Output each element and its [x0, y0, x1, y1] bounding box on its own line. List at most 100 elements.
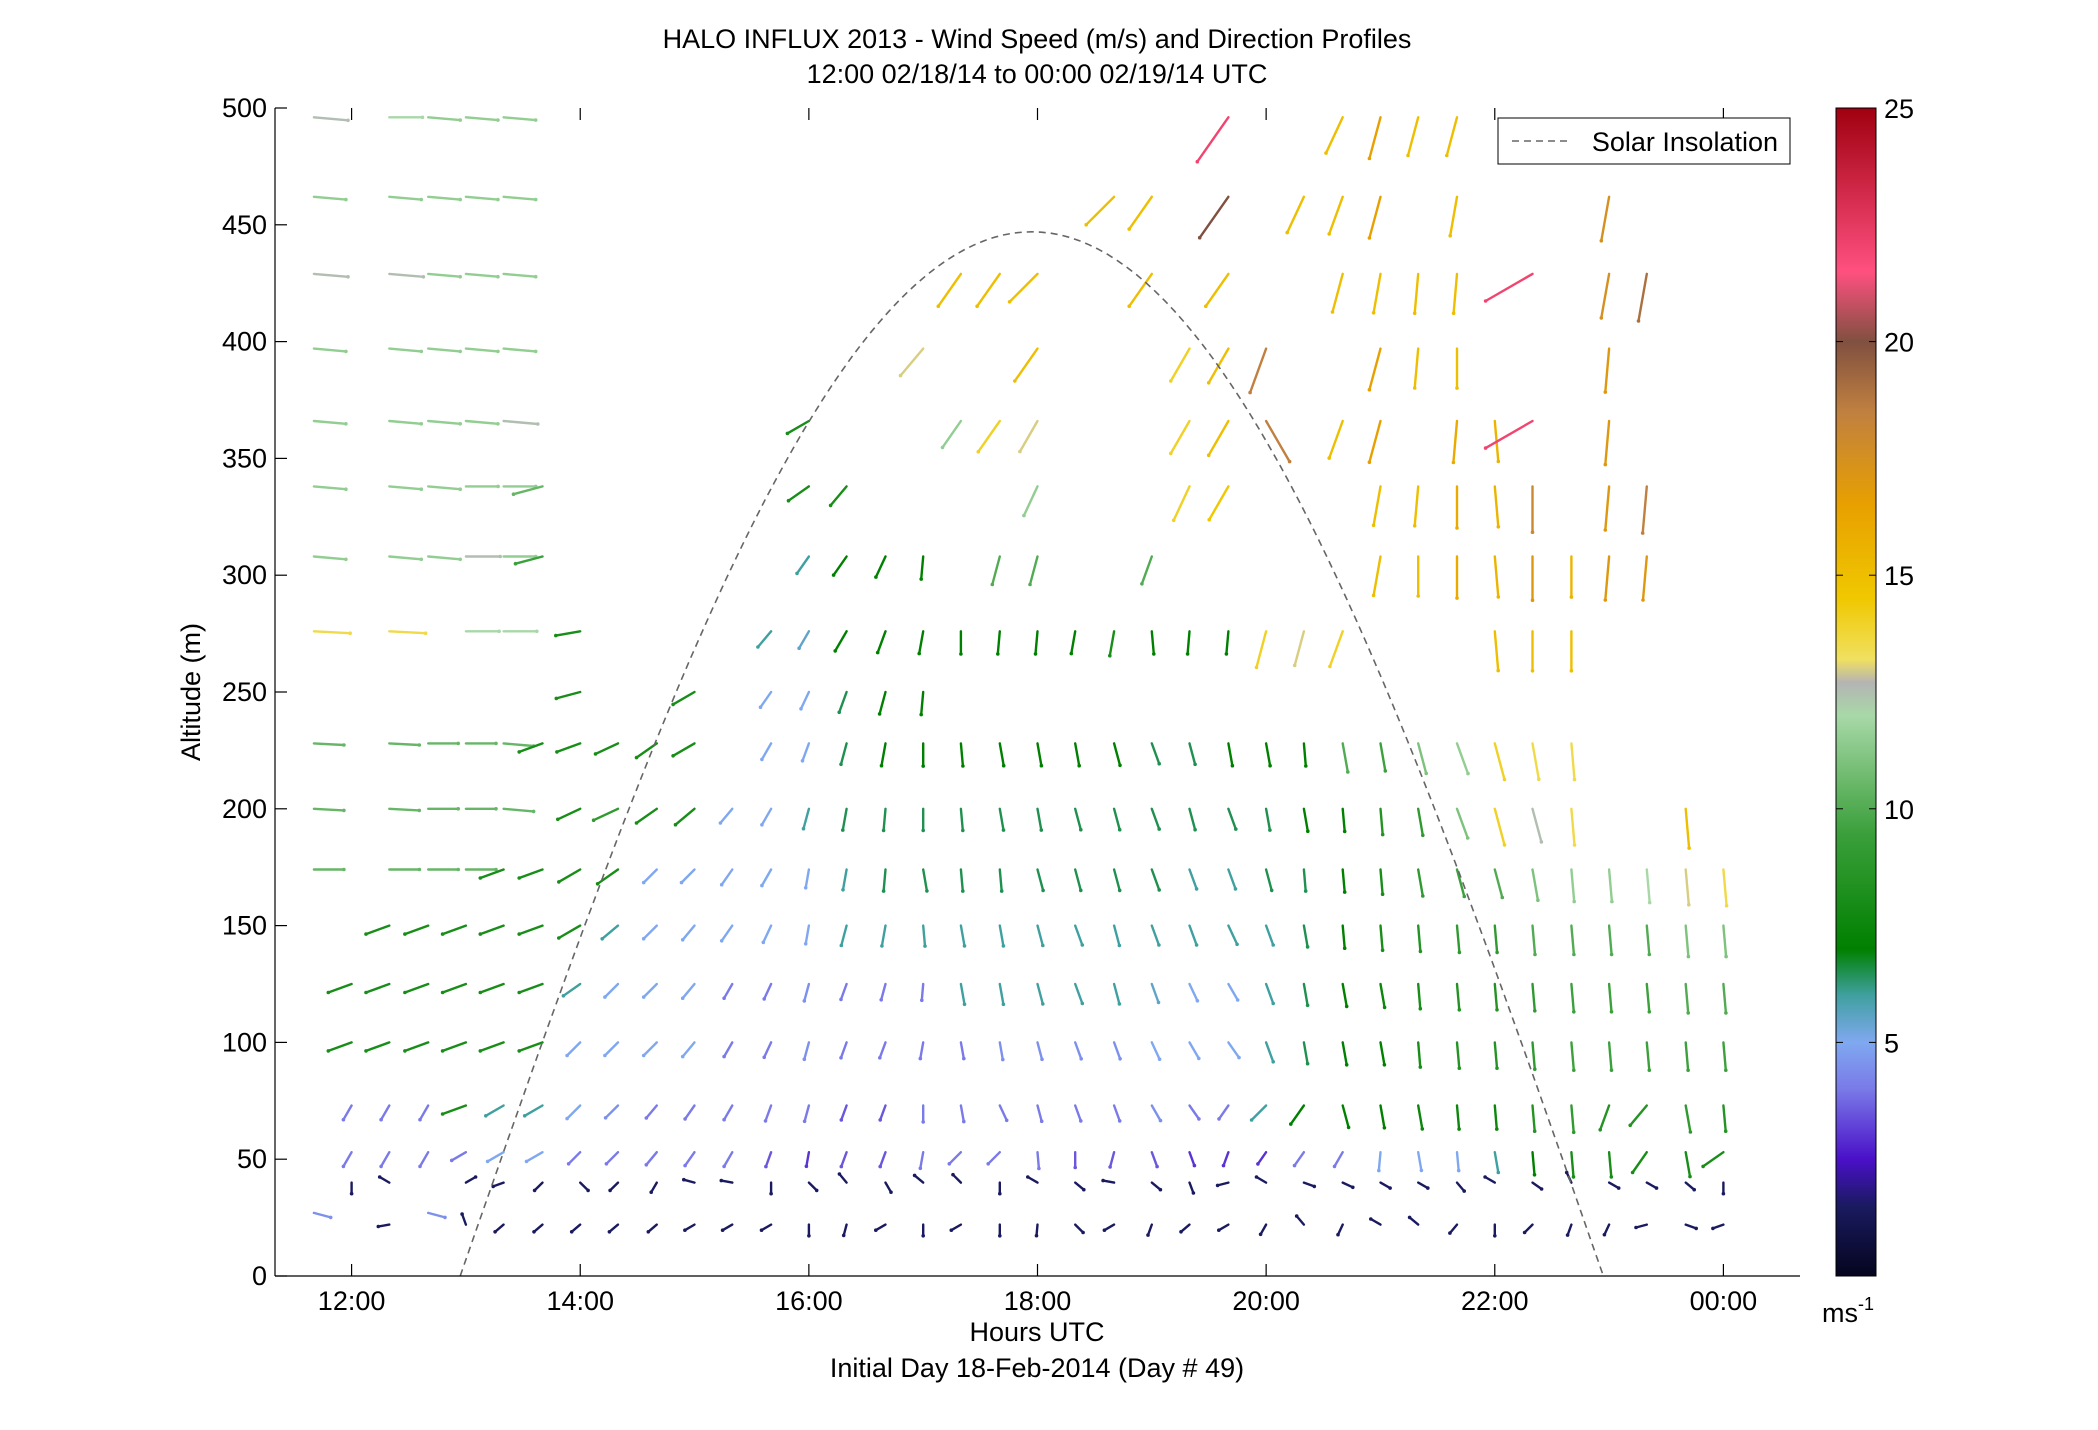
- wind-barb: [492, 1181, 505, 1188]
- wind-barb-tip: [1179, 1230, 1183, 1234]
- wind-barb-tip: [680, 996, 685, 1000]
- wind-barb: [839, 982, 848, 1001]
- wind-barb: [1225, 630, 1230, 656]
- wind-barb-tip: [496, 197, 500, 202]
- wind-barb-tip: [800, 759, 805, 763]
- wind-barb: [722, 982, 734, 1000]
- wind-barb: [479, 868, 505, 880]
- wind-barb: [913, 1174, 925, 1184]
- wind-barb: [1188, 982, 1199, 1002]
- wind-barb: [1455, 924, 1461, 954]
- wind-barb-tip: [1342, 946, 1347, 950]
- wind-barb-tip: [1688, 1174, 1692, 1179]
- wind-barb: [803, 1041, 811, 1061]
- wind-barb-tip: [1603, 598, 1608, 602]
- wind-barb-tip: [364, 1049, 368, 1053]
- wind-barb-tip: [604, 1162, 609, 1166]
- wind-barb-tip: [1380, 948, 1385, 953]
- wind-barb-tip: [1457, 1066, 1462, 1070]
- wind-barb-tip: [440, 932, 445, 936]
- wind-barb: [1379, 1181, 1392, 1190]
- wind-barb-tip: [1462, 894, 1467, 899]
- wind-barb-tip: [1217, 1228, 1221, 1232]
- wind-barb: [1455, 742, 1470, 775]
- wind-barb-tip: [878, 1164, 882, 1169]
- wind-barb: [674, 807, 696, 826]
- wind-barb: [683, 1104, 696, 1121]
- x-axis-label-day: Initial Day 18-Feb-2014 (Day # 49): [830, 1353, 1244, 1383]
- wind-barb: [996, 630, 1001, 656]
- wind-barb-tip: [1028, 582, 1032, 587]
- wind-barb-tip: [918, 1166, 923, 1171]
- wind-barb-tip: [1609, 952, 1614, 957]
- wind-barb: [1416, 1041, 1422, 1069]
- wind-barb-tip: [1108, 653, 1112, 658]
- wind-barb: [1570, 982, 1576, 1013]
- wind-barb: [787, 485, 811, 502]
- wind-barb: [1531, 742, 1541, 781]
- wind-barb-tip: [1686, 954, 1691, 959]
- wind-barb: [364, 924, 391, 936]
- wind-barb-tip: [1530, 598, 1535, 602]
- wind-barb-tip: [1483, 299, 1488, 303]
- wind-barb: [556, 807, 582, 821]
- legend-label-solar: Solar Insolation: [1592, 127, 1778, 157]
- wind-barb: [1607, 1041, 1613, 1072]
- wind-barb-tip: [493, 1230, 497, 1234]
- wind-barb: [1169, 419, 1191, 455]
- y-tick-label: 200: [222, 794, 267, 824]
- wind-barb: [1302, 742, 1308, 768]
- wind-barb: [839, 742, 848, 766]
- wind-barb-tip: [532, 1230, 536, 1234]
- wind-barb: [1331, 272, 1344, 314]
- wind-barb: [441, 924, 468, 936]
- wind-barb-tip: [376, 1224, 381, 1229]
- wind-barb: [1684, 1181, 1696, 1191]
- wind-barb-tip: [889, 1190, 893, 1194]
- wind-barb-tip: [1193, 827, 1197, 832]
- wind-barb-tip: [342, 867, 346, 872]
- wind-barb: [1570, 807, 1576, 847]
- wind-barb: [525, 1150, 544, 1163]
- y-axis-ticks: 0 50 100 150 200 250 300 350 400 450 500: [222, 93, 287, 1291]
- wind-barb-tip: [1371, 593, 1376, 598]
- wind-barb-tip: [1312, 1184, 1317, 1189]
- wind-barb-tip: [1572, 777, 1577, 782]
- wind-barb: [1217, 1104, 1230, 1121]
- wind-barb-tip: [1724, 1068, 1728, 1072]
- wind-barb-tip: [561, 994, 566, 998]
- wind-barb: [764, 1104, 773, 1123]
- wind-barb: [1070, 630, 1077, 655]
- wind-barb-tip: [1018, 449, 1022, 454]
- wind-barb-tip: [1445, 153, 1449, 158]
- wind-barb: [388, 630, 427, 635]
- wind-barb-tip: [837, 710, 841, 715]
- wind-barb-tip: [1157, 761, 1161, 766]
- wind-barb: [1701, 1150, 1725, 1168]
- wind-barb: [720, 1179, 734, 1184]
- wind-barb: [460, 1212, 468, 1226]
- x-tick-label: 16:00: [775, 1286, 843, 1316]
- wind-barb-tip: [1533, 952, 1537, 957]
- wind-barb-tip: [1169, 379, 1173, 383]
- wind-barb: [1259, 1223, 1268, 1236]
- wind-barb: [427, 1211, 447, 1219]
- wind-barb-tip: [1571, 1175, 1576, 1179]
- wind-barb-tip: [1079, 888, 1083, 893]
- wind-barb-tip: [841, 1233, 846, 1238]
- wind-barb-tip: [756, 645, 760, 649]
- wind-barb-tip: [1157, 1057, 1162, 1061]
- wind-barb-tip: [795, 571, 799, 576]
- wind-barb: [799, 690, 811, 710]
- colorbar-ticks: 5 10 15 20 25: [1836, 94, 1914, 1058]
- wind-barb: [1150, 1104, 1162, 1122]
- wind-barb: [1248, 347, 1268, 394]
- wind-barb-tip: [722, 996, 726, 1000]
- wind-barb-tip: [1041, 943, 1045, 948]
- wind-barb-tip: [962, 1002, 967, 1007]
- wind-barb-tip: [1406, 153, 1410, 158]
- wind-barb: [1216, 1181, 1230, 1187]
- wind-barb: [1036, 807, 1043, 832]
- wind-barb-tip: [1530, 669, 1535, 673]
- wind-barb: [364, 982, 391, 994]
